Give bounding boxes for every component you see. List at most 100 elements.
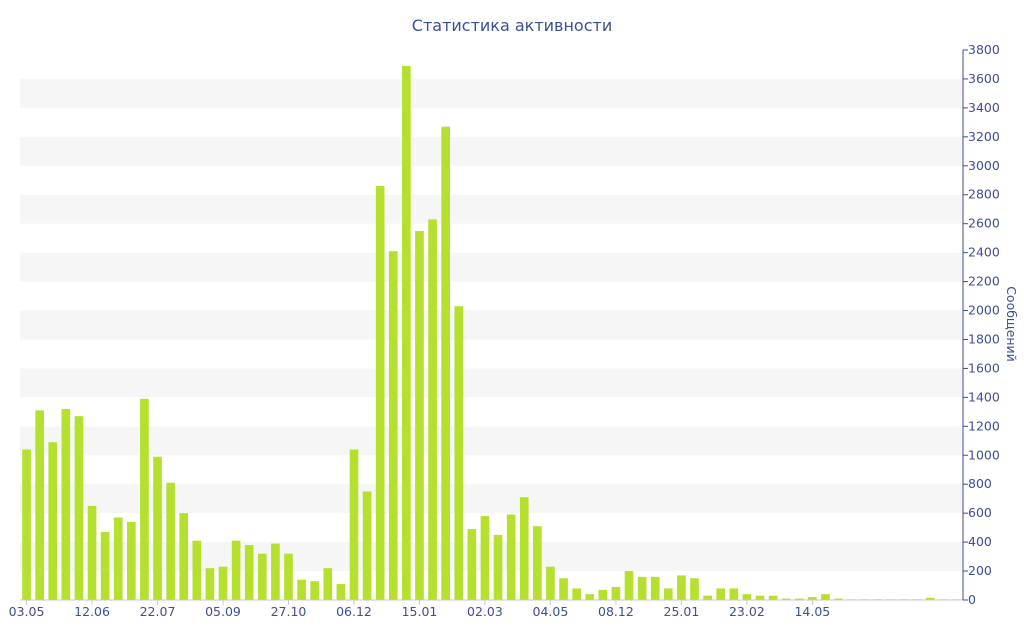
bar xyxy=(218,566,228,600)
bar xyxy=(821,594,830,600)
x-ticks: 03.05 12.06 22.07 05.09 27.10 06.12 15.01 02.03… xyxy=(9,600,830,619)
bar xyxy=(375,186,385,601)
bar xyxy=(677,575,686,600)
bar xyxy=(257,553,267,600)
y-tick-label: 1000 xyxy=(968,447,1000,462)
bar xyxy=(716,588,726,600)
grid-band xyxy=(20,484,963,514)
bar xyxy=(48,442,58,600)
y-tick-label: 3800 xyxy=(968,42,1000,57)
grid-bands xyxy=(20,78,963,572)
bar xyxy=(650,576,660,600)
bar xyxy=(349,449,359,600)
bar xyxy=(297,579,306,600)
bar xyxy=(703,595,712,600)
x-tick-label: 12.06 xyxy=(74,604,110,619)
y-tick-label: 600 xyxy=(968,505,992,520)
bar xyxy=(441,126,450,601)
bar xyxy=(87,505,97,600)
grid-band xyxy=(20,310,963,340)
bar xyxy=(834,598,843,600)
bar xyxy=(402,65,411,601)
bar xyxy=(179,513,189,600)
bar xyxy=(729,588,739,600)
y-tick-label: 2400 xyxy=(968,245,1000,260)
bar xyxy=(925,597,935,600)
bar xyxy=(284,553,293,600)
y-tick-label: 3600 xyxy=(968,71,1000,86)
bar xyxy=(22,449,31,600)
y-tick-label: 2600 xyxy=(968,216,1000,231)
bar xyxy=(572,588,581,600)
x-tick-label: 06.12 xyxy=(336,604,372,619)
bar xyxy=(663,588,673,600)
y-tick-label: 3000 xyxy=(968,158,1000,173)
bar xyxy=(127,521,136,600)
grid-band xyxy=(20,426,963,456)
bar xyxy=(493,534,503,600)
y-tick-label: 800 xyxy=(968,476,992,491)
bar xyxy=(611,586,621,600)
bar xyxy=(624,571,634,600)
bar xyxy=(533,526,542,600)
bar xyxy=(310,581,320,600)
grid-band xyxy=(20,542,963,572)
x-tick-label: 25.01 xyxy=(664,604,700,619)
bar xyxy=(794,598,804,600)
bar xyxy=(74,416,84,600)
bar xyxy=(415,230,424,600)
y-tick-label: 1400 xyxy=(968,389,1000,404)
grid-band xyxy=(20,136,963,166)
y-tick-label: 3400 xyxy=(968,100,1000,115)
bar xyxy=(454,306,464,600)
bar xyxy=(166,482,175,600)
bar xyxy=(690,578,699,600)
y-tick-label: 1600 xyxy=(968,360,1000,375)
bar xyxy=(271,543,280,600)
bar xyxy=(113,517,123,600)
bars xyxy=(22,65,961,601)
bar xyxy=(100,531,110,600)
bar xyxy=(480,516,490,600)
bar xyxy=(153,456,162,600)
x-tick-label: 08.12 xyxy=(598,604,634,619)
x-tick-label: 15.01 xyxy=(402,604,438,619)
bar xyxy=(808,597,817,600)
y-tick-label: 1800 xyxy=(968,331,1000,346)
grid-band xyxy=(20,194,963,224)
grid-band xyxy=(20,252,963,282)
bar xyxy=(428,219,437,600)
x-tick-label: 04.05 xyxy=(533,604,569,619)
bar xyxy=(362,491,372,600)
bar xyxy=(637,576,647,600)
bar xyxy=(244,545,254,600)
bar xyxy=(336,584,346,600)
chart-title: Статистика активности xyxy=(412,16,612,35)
y-tick-label: 2200 xyxy=(968,274,1000,289)
bar xyxy=(585,594,595,600)
bar xyxy=(205,568,215,600)
y-tick-label: 2800 xyxy=(968,187,1000,202)
bar xyxy=(467,529,477,600)
bar xyxy=(598,589,608,600)
bar xyxy=(546,566,555,600)
bar xyxy=(781,598,791,600)
x-tick-label: 22.07 xyxy=(140,604,176,619)
x-tick-label: 03.05 xyxy=(9,604,45,619)
bar xyxy=(61,408,71,600)
x-tick-label: 02.03 xyxy=(467,604,503,619)
bar xyxy=(388,251,398,600)
bar xyxy=(519,497,529,600)
bar xyxy=(323,568,333,600)
x-tick-label: 27.10 xyxy=(271,604,307,619)
y-tick-label: 3200 xyxy=(968,129,1000,144)
bar xyxy=(742,594,752,600)
y-tick-label: 400 xyxy=(968,534,992,549)
y-axis-label: Сообщений xyxy=(1004,286,1019,362)
bar xyxy=(755,595,765,600)
x-tick-label: 05.09 xyxy=(205,604,241,619)
y-tick-label: 2000 xyxy=(968,303,1000,318)
y-tick-label: 200 xyxy=(968,563,992,578)
bar xyxy=(768,595,778,600)
